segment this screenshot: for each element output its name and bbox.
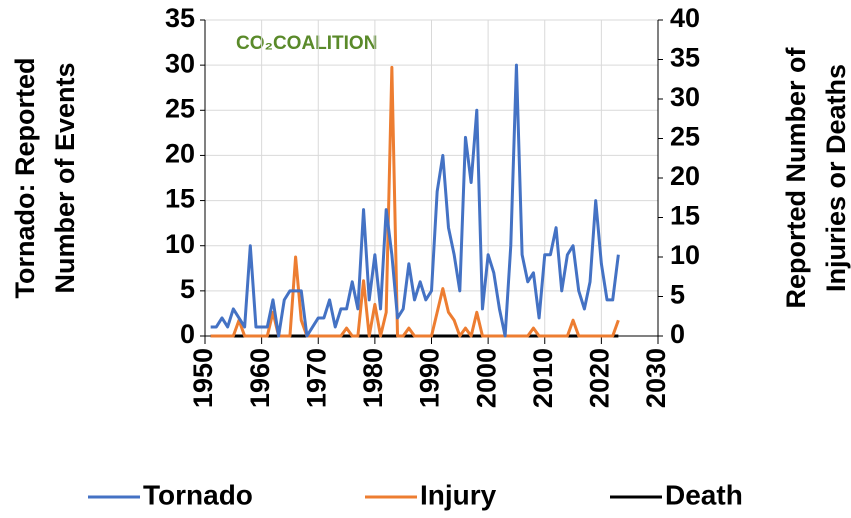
y-tick-label: 25 bbox=[165, 93, 195, 123]
x-tick-label: 1960 bbox=[245, 348, 275, 408]
legend-label: Death bbox=[665, 479, 743, 510]
y-tick-label: 30 bbox=[165, 48, 195, 78]
y2-tick-label: 15 bbox=[670, 201, 700, 231]
y-tick-label: 5 bbox=[180, 274, 195, 304]
x-tick-label: 2000 bbox=[471, 348, 501, 408]
y2-axis-label: Reported Number of bbox=[781, 46, 811, 308]
legend-label: Tornado bbox=[143, 479, 253, 510]
legend-label: Injury bbox=[420, 479, 497, 510]
y2-tick-label: 5 bbox=[670, 280, 685, 310]
y-tick-label: 35 bbox=[165, 3, 195, 33]
y2-tick-label: 40 bbox=[670, 3, 700, 33]
line-series bbox=[210, 63, 620, 338]
x-tick-label: 1970 bbox=[301, 348, 331, 408]
y-axis-label: Tornado: Reported bbox=[10, 58, 40, 299]
y-tick-label: 20 bbox=[165, 139, 195, 169]
y-tick-label: 10 bbox=[165, 229, 195, 259]
y2-axis-label: Injuries or Deaths bbox=[821, 64, 851, 292]
y-tick-label: 15 bbox=[165, 184, 195, 214]
y2-tick-label: 20 bbox=[670, 161, 700, 191]
x-tick-label: 1980 bbox=[358, 348, 388, 408]
y2-tick-label: 0 bbox=[670, 319, 685, 349]
y-tick-label: 0 bbox=[180, 319, 195, 349]
y2-tick-label: 30 bbox=[670, 82, 700, 112]
logo: CO₂COALITION bbox=[236, 33, 377, 54]
x-tick-label: 2010 bbox=[528, 348, 558, 408]
x-tick-label: 2020 bbox=[585, 348, 615, 408]
y2-tick-label: 35 bbox=[670, 43, 700, 73]
x-tick-label: 2030 bbox=[641, 348, 671, 408]
y2-tick-label: 25 bbox=[670, 122, 700, 152]
x-tick-label: 1990 bbox=[415, 348, 445, 408]
x-tick-label: 1950 bbox=[188, 348, 218, 408]
y2-tick-label: 10 bbox=[670, 240, 700, 270]
y-axis-label: Number of Events bbox=[50, 62, 80, 293]
